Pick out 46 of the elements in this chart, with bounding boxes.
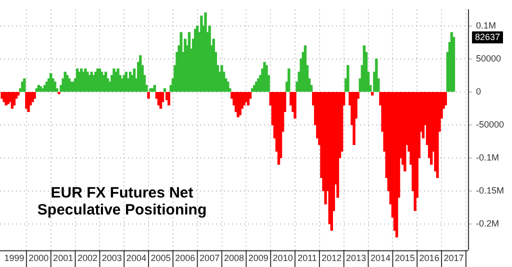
bar	[16, 92, 20, 96]
x-tick-label: 2017	[444, 253, 464, 264]
x-tick-label: 2006	[175, 253, 196, 264]
text: EUR FX Futures Net Speculative Positioning	[37, 184, 207, 219]
bar	[352, 92, 356, 145]
x-tick-label: 2010	[272, 253, 293, 264]
y-tick-label: 0.1M	[476, 20, 496, 30]
bar	[375, 58, 378, 92]
x-tick-label: 2013	[346, 253, 366, 264]
bar	[147, 92, 150, 99]
bar	[414, 92, 416, 211]
bar	[436, 92, 439, 178]
x-tick-label: 2012	[322, 253, 342, 264]
bar	[180, 32, 182, 92]
x-tick-label: 2016	[419, 253, 440, 264]
bar	[346, 65, 350, 92]
bar	[371, 92, 374, 96]
x-tick-label: 1999	[4, 253, 24, 264]
x-tick-label: 2000	[28, 253, 49, 264]
bar	[444, 92, 447, 106]
bar	[163, 88, 166, 92]
text: 82637	[474, 32, 500, 42]
bar	[2, 92, 6, 102]
y-tick-label: -50000	[476, 119, 504, 130]
y-tick-label: -0.2M	[476, 218, 499, 228]
x-tick-label: 2008	[224, 253, 244, 264]
x-tick-label: 2004	[126, 253, 146, 264]
x-tick-label: 2015	[394, 253, 415, 264]
x-tick-label: 2002	[77, 253, 98, 264]
x-tick-label: 2007	[200, 253, 220, 264]
x-tick-label: 2014	[370, 253, 390, 264]
x-tick-label: 2001	[53, 253, 74, 264]
bar	[288, 68, 290, 92]
x-tick-label: 2003	[102, 253, 122, 264]
bar	[168, 92, 170, 106]
x-tick-label: 2005	[150, 253, 171, 264]
x-tick-label: 2011	[298, 253, 317, 264]
x-tick-label: 2009	[248, 253, 268, 264]
y-tick-label: 0	[476, 86, 481, 96]
bar	[33, 92, 36, 99]
bar	[23, 78, 26, 92]
bar	[294, 92, 296, 119]
y-tick-label: -0.1M	[476, 152, 499, 162]
y-tick-label: -0.15M	[476, 185, 504, 196]
y-tick-label: 50000	[476, 53, 502, 64]
bar	[54, 82, 56, 92]
